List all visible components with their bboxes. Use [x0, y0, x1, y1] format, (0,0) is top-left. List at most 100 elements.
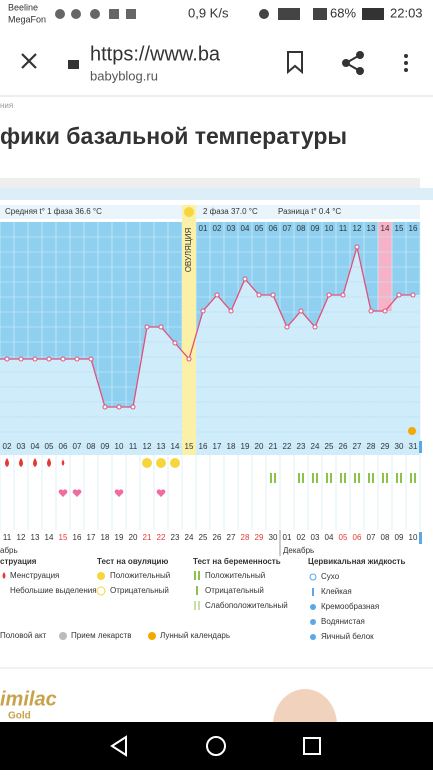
- post-ovulation-day: 12: [353, 224, 362, 233]
- legend-icon: [59, 632, 67, 640]
- post-ovulation-day: 10: [325, 224, 334, 233]
- signal-icons: [259, 8, 327, 20]
- phase1-average: Средняя t° 1 фаза 36.6 °C: [5, 207, 102, 216]
- carrier: Beeline: [8, 2, 38, 12]
- network-speed: 0,9 K/s: [188, 5, 229, 20]
- pregnancy-test: [400, 473, 402, 483]
- temperature-point: [32, 356, 38, 362]
- calendar-date: 10: [409, 533, 418, 542]
- pregnancy-test: [414, 473, 416, 483]
- cycle-day: 22: [283, 442, 292, 451]
- cycle-day: 12: [143, 442, 152, 451]
- calendar-date: 15: [59, 533, 68, 542]
- pregnancy-test: [330, 473, 332, 483]
- calendar-date: 13: [31, 533, 40, 542]
- temperature-point: [326, 292, 332, 298]
- menstruation-drop: [61, 459, 65, 466]
- close-button[interactable]: [21, 53, 37, 69]
- temperature-point: [60, 356, 66, 362]
- ad-line[interactable]: Gold: [8, 711, 31, 722]
- cycle-day: 28: [367, 442, 376, 451]
- calendar-date: 02: [297, 533, 306, 542]
- navigation-bar: [0, 722, 433, 770]
- menstruation-drop: [19, 458, 23, 467]
- intercourse-heart: [58, 489, 68, 497]
- ad-brand[interactable]: imilac: [0, 688, 57, 710]
- legend-item: Положительный: [110, 571, 170, 580]
- home-button[interactable]: [206, 736, 226, 756]
- post-ovulation-day: 07: [283, 224, 292, 233]
- scroll-indicator: [419, 532, 422, 544]
- ovulation-label: ОВУЛЯЦИЯ: [184, 227, 193, 272]
- menu-button[interactable]: [404, 54, 408, 72]
- post-ovulation-day: 16: [409, 224, 418, 233]
- post-ovulation-day: 04: [241, 224, 250, 233]
- pregnancy-test: [410, 473, 412, 483]
- pregnancy-test: [298, 473, 300, 483]
- temperature-point: [368, 308, 374, 314]
- temperature-point: [18, 356, 24, 362]
- cycle-day: 17: [213, 442, 222, 451]
- legend-title: Тест на овуляцию: [97, 557, 168, 566]
- temperature-point: [130, 404, 136, 410]
- pregnancy-test: [358, 473, 360, 483]
- post-ovulation-day: 08: [297, 224, 306, 233]
- temperature-point: [256, 292, 262, 298]
- calendar-date: 09: [395, 533, 404, 542]
- cycle-day: 07: [73, 442, 82, 451]
- share-button[interactable]: [342, 51, 364, 75]
- temperature-point: [396, 292, 402, 298]
- recents-button[interactable]: [303, 737, 321, 755]
- calendar-date: 25: [199, 533, 208, 542]
- legend-icon: [148, 632, 156, 640]
- temperature-point: [88, 356, 94, 362]
- menstruation-drop: [33, 458, 37, 467]
- legend-title: струация: [0, 557, 37, 566]
- cycle-day: 27: [353, 442, 362, 451]
- cycle-day: 30: [395, 442, 404, 451]
- scroll-indicator: [419, 441, 422, 453]
- pregnancy-test: [382, 473, 384, 483]
- cycle-day: 15: [185, 442, 194, 451]
- legend-item: Половой акт: [0, 631, 47, 640]
- url[interactable]: https://www.ba: [90, 43, 221, 65]
- cycle-day: 02: [3, 442, 12, 451]
- temperature-point: [102, 404, 108, 410]
- domain: babyblog.ru: [90, 68, 158, 83]
- temperature-point: [4, 356, 10, 362]
- pregnancy-test: [340, 473, 342, 483]
- pregnancy-test: [354, 473, 356, 483]
- temperature-point: [158, 324, 164, 330]
- intercourse-heart: [156, 489, 166, 497]
- calendar-date: 29: [255, 533, 264, 542]
- cycle-day: 05: [45, 442, 54, 451]
- post-ovulation-day: 06: [269, 224, 278, 233]
- cycle-day: 24: [311, 442, 320, 451]
- temperature-point: [172, 340, 178, 346]
- temperature-point: [116, 404, 122, 410]
- clock: 22:03: [390, 5, 423, 20]
- bookmark-button[interactable]: [287, 51, 303, 75]
- calendar-date: 03: [311, 533, 320, 542]
- calendar-date: 23: [171, 533, 180, 542]
- post-ovulation-day: 02: [213, 224, 222, 233]
- calendar-date: 14: [45, 533, 54, 542]
- temperature-point: [382, 308, 388, 314]
- temperature-point: [298, 308, 304, 314]
- post-ovulation-day: 15: [395, 224, 404, 233]
- battery-icon: [362, 8, 384, 20]
- cycle-day: 03: [17, 442, 26, 451]
- intercourse-heart: [114, 489, 124, 497]
- calendar-date: 06: [353, 533, 362, 542]
- back-button[interactable]: [110, 735, 127, 757]
- highlight-column: [378, 222, 392, 311]
- pregnancy-test: [326, 473, 328, 483]
- chart-frame: [0, 188, 433, 200]
- status-icons: [55, 9, 136, 19]
- legend-item: Слабоположительный: [205, 601, 288, 610]
- chart: ОВУЛЯЦИЯ 01 02 03 04 05 06 07 08 09 10 11 12 13 14 15 16…: [0, 205, 422, 556]
- legend-item: Небольшие выделения: [10, 586, 97, 595]
- legend-item: Отрицательный: [205, 586, 264, 595]
- ovulation-test: [170, 458, 180, 468]
